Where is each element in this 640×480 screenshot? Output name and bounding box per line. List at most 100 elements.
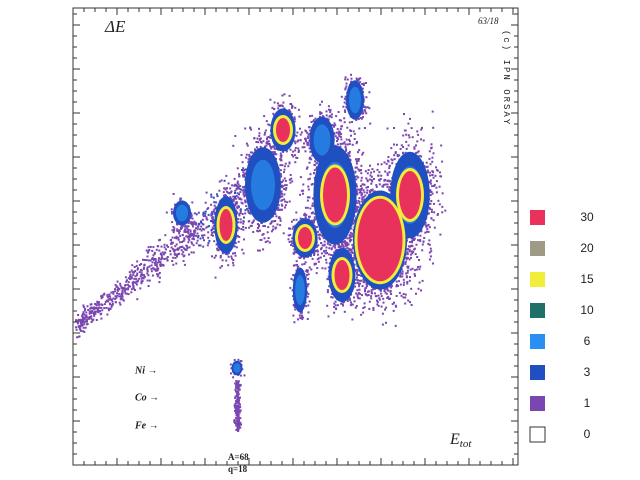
pixel — [316, 230, 319, 233]
pixel — [241, 161, 244, 164]
pixel — [90, 321, 93, 323]
pixel — [116, 289, 119, 292]
pixel — [205, 191, 208, 194]
pixel — [167, 245, 170, 248]
pixel — [202, 213, 205, 216]
pixel — [323, 244, 326, 247]
pixel — [326, 117, 329, 120]
pixel — [110, 306, 113, 308]
pixel — [364, 106, 367, 109]
pixel — [238, 236, 241, 238]
pixel — [342, 142, 345, 145]
pixel — [267, 123, 270, 126]
pixel — [100, 303, 103, 306]
pixel — [281, 208, 284, 211]
pixel — [333, 251, 336, 254]
pixel — [232, 261, 234, 264]
pixel — [354, 285, 356, 288]
pixel — [275, 215, 278, 218]
pixel — [277, 216, 280, 219]
pixel — [333, 311, 336, 314]
pixel — [355, 190, 358, 193]
pixel — [328, 262, 331, 265]
pixel — [308, 266, 311, 269]
pixel — [188, 233, 191, 236]
pixel — [360, 117, 363, 120]
pixel — [284, 162, 287, 165]
pixel — [124, 287, 127, 290]
pixel — [281, 186, 284, 189]
pixel — [234, 252, 236, 255]
pixel — [234, 202, 237, 205]
pixel — [138, 264, 141, 266]
pixel — [89, 303, 92, 306]
pixel — [319, 111, 322, 114]
pixel — [171, 229, 174, 232]
pixel — [354, 268, 357, 271]
pixel — [79, 321, 82, 324]
pixel — [320, 246, 323, 249]
pixel — [246, 208, 248, 210]
pixel — [358, 297, 361, 300]
pixel — [291, 227, 294, 230]
pixel — [343, 240, 346, 243]
pixel — [124, 292, 127, 295]
pixel — [349, 299, 352, 302]
pixel — [244, 209, 247, 212]
pixel — [241, 189, 244, 192]
pixel — [170, 208, 173, 211]
pixel — [179, 198, 182, 201]
pixel — [165, 211, 168, 214]
pixel — [228, 192, 231, 194]
pixel — [232, 252, 234, 255]
pixel — [158, 272, 161, 274]
pixel — [340, 138, 343, 141]
pixel — [271, 151, 274, 154]
pixel — [212, 196, 215, 199]
pixel — [355, 183, 358, 186]
pixel — [239, 191, 242, 194]
pixel — [219, 254, 222, 257]
pixel — [183, 247, 185, 250]
pixel — [360, 176, 363, 179]
pixel — [133, 266, 136, 268]
pixel — [140, 269, 143, 272]
pixel — [169, 250, 172, 253]
pixel — [334, 124, 337, 127]
pixel — [307, 135, 310, 138]
pixel — [100, 295, 103, 298]
pixel — [121, 298, 124, 301]
pixel — [152, 246, 155, 249]
pixel — [307, 188, 310, 191]
pixel — [304, 140, 307, 143]
pixel — [100, 312, 103, 315]
pixel — [309, 255, 312, 257]
pixel — [107, 307, 110, 310]
pixel — [277, 209, 280, 211]
pixel — [221, 259, 224, 262]
pixel — [132, 271, 135, 274]
pixel — [159, 238, 161, 241]
pixel — [235, 201, 238, 204]
pixel — [351, 247, 354, 250]
pixel — [261, 233, 264, 236]
pixel — [320, 252, 323, 255]
pixel — [359, 81, 362, 84]
pixel — [207, 213, 210, 216]
pixel — [172, 249, 175, 252]
pixel — [173, 236, 176, 239]
pixel — [188, 246, 191, 249]
pixel — [357, 279, 359, 282]
pixel — [78, 335, 81, 338]
pixel — [341, 242, 344, 245]
pixel — [189, 229, 192, 232]
pixel — [274, 212, 277, 215]
pixel — [202, 236, 204, 239]
pixel — [176, 255, 178, 258]
pixel — [231, 184, 234, 187]
pixel — [88, 310, 91, 313]
pixel — [308, 157, 311, 160]
pixel — [170, 210, 173, 213]
pixel — [179, 227, 182, 230]
pixel — [315, 166, 318, 169]
